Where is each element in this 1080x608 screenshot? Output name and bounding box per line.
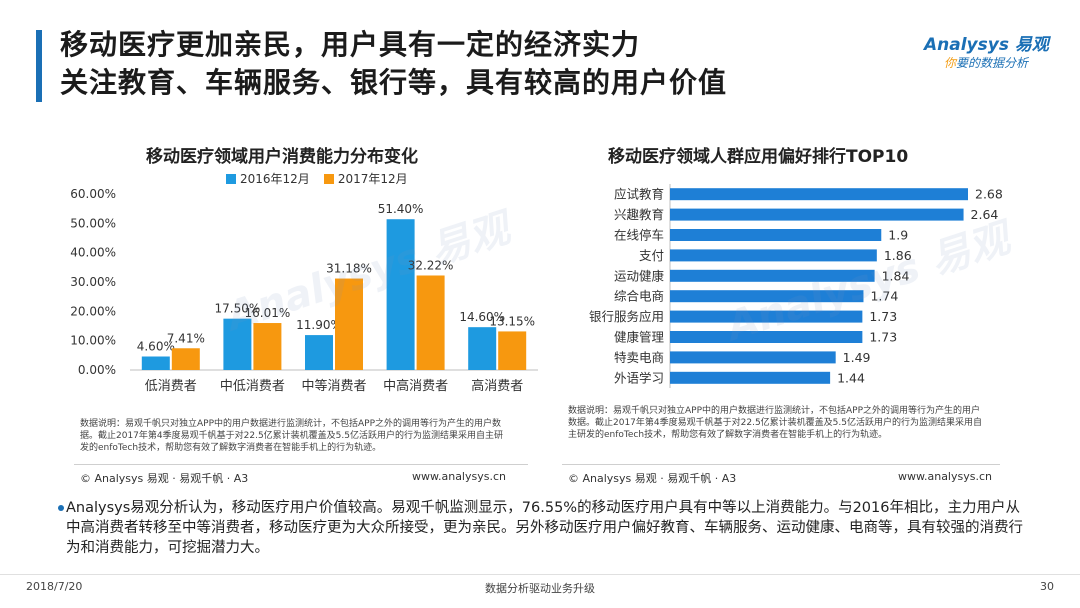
bar-data-label: 32.22% [408, 258, 454, 272]
hbar [670, 208, 964, 221]
bar-2017 [335, 278, 363, 370]
bar-2016 [386, 219, 415, 370]
y-category-label: 运动健康 [614, 268, 665, 283]
hbar-data-label: 1.49 [843, 350, 871, 365]
right-copyright: © Analysys 易观 · 易观千帆 · A3 [568, 472, 737, 485]
x-category-label: 中等消费者 [301, 378, 366, 394]
right-data-note: 数据说明：易观千帆只对独立APP中的用户数据进行监测统计，不包括APP之外的调用… [568, 406, 982, 440]
x-category-label: 中高消费者 [383, 378, 448, 394]
hbar-data-label: 1.44 [837, 370, 865, 385]
bar-data-label: 7.41% [167, 331, 205, 345]
title-accent-bar [36, 30, 42, 102]
left-chart-legend: 2016年12月 2017年12月 [226, 170, 408, 187]
hbar [670, 310, 863, 323]
hbar [670, 371, 831, 384]
hbar-data-label: 1.73 [869, 309, 897, 324]
page-number: 30 [1040, 580, 1054, 593]
page-title-line2: 关注教育、车辆服务、银行等，具有较高的用户价值 [60, 66, 728, 99]
right-bar-chart: 应试教育 2.68 兴趣教育 2.64 在线停车 1.9 支付 1.86 运动健康 1.84 综合电… [589, 184, 1003, 388]
y-category-label: 健康管理 [614, 330, 665, 345]
bar-2016 [223, 318, 252, 370]
legend-item-2016: 2016年12月 [226, 170, 310, 187]
hbar [670, 229, 882, 241]
hbar-data-label: 1.73 [869, 330, 897, 345]
bar-data-label: 4.60% [137, 340, 175, 354]
hbar-data-label: 1.86 [884, 248, 912, 263]
left-bar-chart: 0.00% 10.00% 20.00% 30.00% 40.00% 50.00% 60.00… [70, 187, 538, 394]
legend-swatch-blue [226, 173, 236, 184]
hbar-data-label: 1.74 [870, 289, 898, 304]
y-tick-label: 50.00% [70, 216, 116, 230]
hbar-data-label: 2.64 [971, 207, 999, 222]
footer-center-text: 数据分析驱动业务升级 [485, 582, 595, 595]
x-category-label: 低消费者 [145, 379, 197, 394]
y-category-label: 银行服务应用 [589, 309, 664, 324]
bar-2016 [305, 335, 333, 370]
right-website: www.analysys.cn [898, 470, 992, 483]
y-tick-label: 10.00% [70, 334, 116, 348]
y-category-label: 兴趣教育 [614, 207, 664, 222]
hbar [670, 269, 875, 282]
right-divider [562, 464, 1000, 465]
y-category-label: 支付 [639, 248, 664, 263]
hbar-data-label: 2.68 [975, 187, 1003, 202]
legend-label-2016: 2016年12月 [240, 172, 310, 186]
bar-data-label: 13.15% [489, 314, 535, 328]
bar-data-label: 17.50% [215, 302, 261, 316]
bar-2016 [468, 327, 497, 370]
hbar [670, 249, 877, 262]
bar-2016 [141, 356, 170, 370]
legend-item-2017: 2017年12月 [323, 170, 408, 187]
bar-data-label: 31.18% [326, 262, 372, 276]
right-chart-title: 移动医疗领域人群应用偏好排行TOP10 [608, 147, 909, 167]
bar-data-label: 11.90% [296, 318, 342, 332]
footer-date: 2018/7/20 [26, 580, 83, 593]
left-chart-title: 移动医疗领域用户消费能力分布变化 [146, 147, 418, 167]
y-tick-label: 40.00% [70, 246, 116, 260]
y-category-label: 外语学习 [614, 370, 664, 385]
hbar [670, 188, 968, 201]
analysys-logo: Analysys 易观 你要的数据分析 [924, 30, 1064, 76]
hbar [670, 290, 864, 303]
bar-2017 [253, 323, 282, 370]
left-data-note: 数据说明：易观千帆只对独立APP中的用户数据进行监测统计，不包括APP之外的调用… [80, 419, 503, 453]
bar-data-label: 51.40% [378, 202, 424, 216]
y-tick-label: 0.00% [78, 363, 116, 377]
page-title: 移动医疗更加亲民，用户具有一定的经济实力 关注教育、车辆服务、银行等，具有较高的… [60, 26, 727, 102]
y-tick-label: 20.00% [70, 304, 116, 318]
legend-label-2017: 2017年12月 [337, 172, 408, 186]
page-title-line1: 移动医疗更加亲民，用户具有一定的经济实力 [60, 28, 641, 61]
bar-data-label: 14.60% [459, 310, 505, 324]
left-divider [74, 464, 528, 465]
y-category-label: 特卖电商 [614, 350, 664, 365]
x-category-label: 高消费者 [471, 378, 523, 394]
y-category-label: 应试教育 [614, 187, 664, 202]
left-copyright: © Analysys 易观 · 易观千帆 · A3 [80, 472, 249, 485]
y-category-label: 在线停车 [614, 228, 664, 243]
summary-text: Analysys易观分析认为，移动医疗用户价值较高。易观千帆监测显示，76.55… [66, 500, 1023, 556]
logo-slogan-text: 要的数据分析 [956, 56, 1029, 70]
hbar [670, 351, 836, 364]
left-website: www.analysys.cn [412, 470, 506, 483]
x-category-label: 中低消费者 [220, 379, 285, 394]
hbar [670, 331, 863, 343]
y-tick-label: 30.00% [70, 275, 116, 289]
legend-swatch-orange [323, 173, 334, 184]
bar-2017 [416, 275, 445, 370]
logo-slogan-highlight: 你 [944, 56, 957, 70]
bar-2017 [171, 348, 200, 370]
summary-bullet [58, 505, 64, 511]
y-tick-label: 60.00% [70, 187, 116, 201]
footer-divider [0, 574, 1080, 575]
bar-2017 [498, 331, 527, 370]
hbar-data-label: 1.84 [882, 268, 910, 283]
bar-data-label: 16.01% [245, 306, 291, 320]
logo-main-text: Analysys 易观 [924, 35, 1049, 55]
y-category-label: 综合电商 [614, 289, 664, 304]
logo-slogan: 你要的数据分析 [944, 54, 1028, 71]
hbar-data-label: 1.9 [888, 228, 908, 243]
